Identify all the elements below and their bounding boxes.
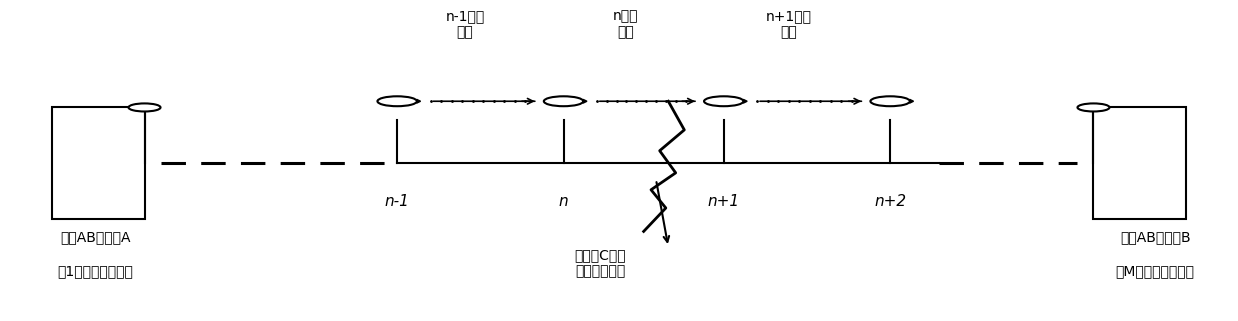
Text: n-1监测
范围: n-1监测 范围 xyxy=(446,9,484,39)
Text: n: n xyxy=(558,194,568,209)
Polygon shape xyxy=(743,100,748,103)
Polygon shape xyxy=(583,100,587,103)
Text: n监测
范围: n监测 范围 xyxy=(613,9,638,39)
Circle shape xyxy=(1077,103,1109,111)
Text: n+1监测
范围: n+1监测 范围 xyxy=(766,9,812,39)
Bar xyxy=(52,108,145,219)
Text: n-1: n-1 xyxy=(385,194,410,209)
Text: 线路AB的末端B: 线路AB的末端B xyxy=(1120,230,1191,244)
Polygon shape xyxy=(417,100,421,103)
Text: 线路AB的始端A: 线路AB的始端A xyxy=(59,230,130,244)
Text: 故障点C，因
故障产生电弧: 故障点C，因 故障产生电弧 xyxy=(574,248,626,278)
Text: 第1个监测电弧装置: 第1个监测电弧装置 xyxy=(57,264,134,278)
Text: 第M个监测电弧装置: 第M个监测电弧装置 xyxy=(1115,264,1195,278)
Circle shape xyxy=(870,96,910,106)
Circle shape xyxy=(704,96,744,106)
Text: n+1: n+1 xyxy=(708,194,740,209)
Circle shape xyxy=(129,103,161,111)
Circle shape xyxy=(543,96,583,106)
Bar xyxy=(1093,108,1186,219)
Circle shape xyxy=(378,96,417,106)
Text: n+2: n+2 xyxy=(874,194,906,209)
Polygon shape xyxy=(910,100,914,103)
